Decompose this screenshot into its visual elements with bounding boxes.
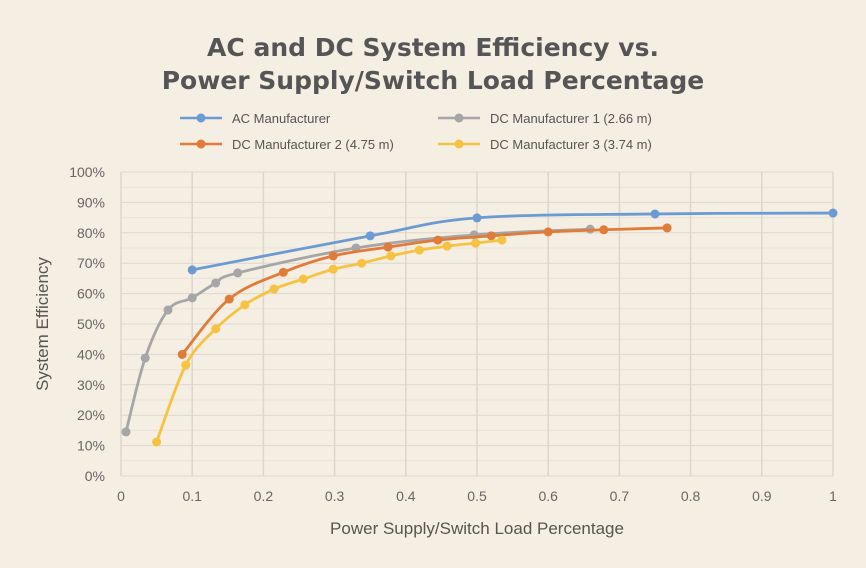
- data-point: [211, 324, 221, 334]
- x-tick-label: 1: [829, 488, 837, 504]
- series-line: [124, 227, 591, 433]
- data-point: [497, 235, 507, 245]
- data-point: [662, 223, 672, 233]
- x-tick-label: 0.6: [538, 488, 558, 504]
- data-point: [211, 278, 221, 288]
- data-point: [828, 208, 838, 218]
- series-line: [181, 226, 668, 356]
- y-tick-label: 0%: [85, 468, 105, 484]
- series-line: [191, 211, 834, 272]
- x-tick-label: 0.4: [396, 488, 416, 504]
- legend-label: AC Manufacturer: [232, 111, 331, 126]
- legend-label: DC Manufacturer 2 (4.75 m): [232, 137, 394, 152]
- x-tick-label: 0.8: [681, 488, 701, 504]
- data-point: [471, 238, 481, 248]
- data-point: [224, 294, 234, 304]
- data-point: [442, 241, 452, 251]
- chart-title-line-2: Power Supply/Switch Load Percentage: [162, 66, 705, 95]
- data-point: [298, 274, 308, 284]
- data-point: [240, 300, 250, 310]
- data-point: [599, 225, 609, 235]
- data-point: [357, 258, 367, 268]
- x-tick-label: 0.3: [325, 488, 345, 504]
- data-point: [472, 213, 482, 223]
- data-point: [486, 231, 496, 241]
- y-tick-label: 100%: [69, 164, 105, 180]
- x-tick-label: 0: [117, 488, 125, 504]
- data-point: [187, 265, 197, 275]
- data-point: [543, 227, 553, 237]
- data-point: [433, 235, 443, 245]
- legend-label: DC Manufacturer 3 (3.74 m): [490, 137, 652, 152]
- data-point: [140, 353, 150, 363]
- data-point: [386, 251, 396, 261]
- legend-marker: [196, 139, 206, 149]
- y-tick-label: 10%: [77, 438, 105, 454]
- y-tick-label: 50%: [77, 316, 105, 332]
- data-point: [233, 268, 243, 278]
- legend-marker: [196, 113, 206, 123]
- data-point: [163, 305, 173, 315]
- y-tick-label: 90%: [77, 194, 105, 210]
- y-tick-label: 60%: [77, 286, 105, 302]
- data-point: [181, 360, 191, 370]
- chart-title-line-1: AC and DC System Efficiency vs.: [207, 33, 659, 62]
- legend-marker: [454, 113, 464, 123]
- x-axis-label: Power Supply/Switch Load Percentage: [330, 519, 624, 538]
- y-tick-label: 20%: [77, 407, 105, 423]
- data-point: [414, 245, 424, 255]
- y-tick-label: 40%: [77, 346, 105, 362]
- data-point: [328, 264, 338, 274]
- data-point: [187, 293, 197, 303]
- data-point: [152, 437, 162, 447]
- data-point: [269, 284, 279, 294]
- legend-label: DC Manufacturer 1 (2.66 m): [490, 111, 652, 126]
- data-point: [383, 242, 393, 252]
- data-point: [177, 349, 187, 359]
- y-tick-label: 30%: [77, 377, 105, 393]
- legend-marker: [454, 139, 464, 149]
- y-axis-label: System Efficiency: [33, 257, 52, 391]
- data-point: [278, 267, 288, 277]
- data-point: [328, 251, 338, 261]
- x-tick-label: 0.5: [467, 488, 487, 504]
- x-tick-label: 0.7: [610, 488, 630, 504]
- x-tick-label: 0.9: [752, 488, 772, 504]
- data-point: [365, 231, 375, 241]
- x-tick-label: 0.1: [182, 488, 202, 504]
- y-tick-label: 70%: [77, 255, 105, 271]
- y-tick-label: 80%: [77, 225, 105, 241]
- data-point: [121, 427, 131, 437]
- data-point: [650, 209, 660, 219]
- x-tick-label: 0.2: [254, 488, 274, 504]
